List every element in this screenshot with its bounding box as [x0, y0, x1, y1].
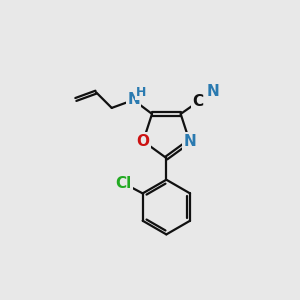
- Text: N: N: [127, 92, 140, 107]
- Text: Cl: Cl: [116, 176, 132, 191]
- Text: N: N: [207, 84, 220, 99]
- Text: C: C: [193, 94, 204, 109]
- Text: H: H: [136, 86, 147, 99]
- Text: N: N: [183, 134, 196, 149]
- Text: O: O: [137, 134, 150, 149]
